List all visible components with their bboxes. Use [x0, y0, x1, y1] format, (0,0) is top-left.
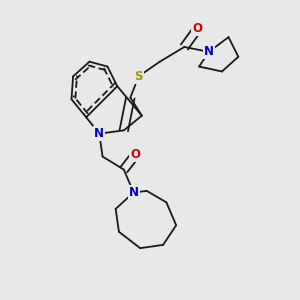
Text: S: S [134, 70, 143, 83]
Text: O: O [130, 148, 140, 161]
Text: N: N [94, 127, 104, 140]
Text: N: N [204, 45, 214, 58]
Text: N: N [129, 186, 139, 199]
Text: O: O [192, 22, 203, 35]
